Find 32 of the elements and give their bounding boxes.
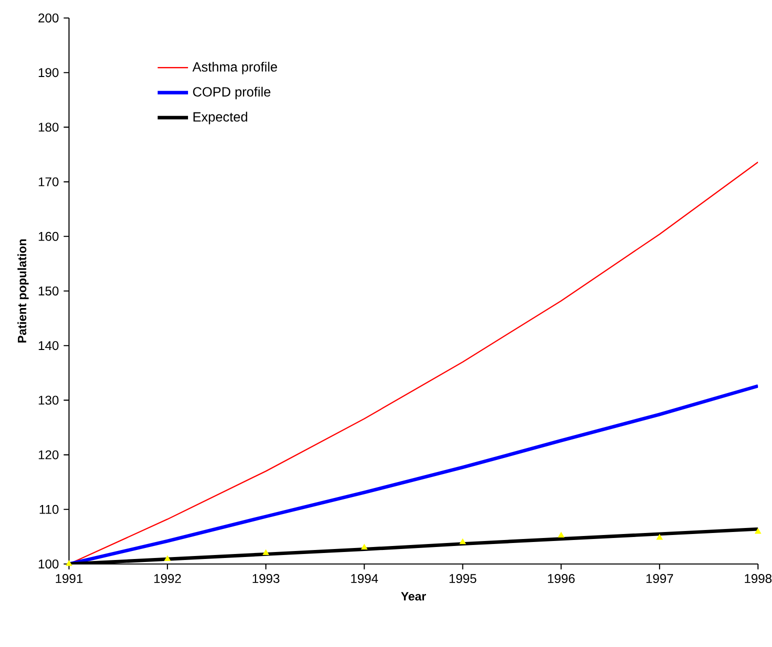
y-tick-label: 200	[38, 14, 58, 22]
x-tick-label: 1994	[351, 574, 378, 584]
y-tick-label: 120	[38, 450, 58, 460]
x-tick-label: 1998	[744, 574, 772, 584]
y-axis-title: Patient population	[17, 239, 29, 343]
y-tick-label: 150	[38, 286, 58, 296]
point	[262, 549, 270, 556]
x-tick-label: 1991	[56, 574, 82, 584]
y-tick-label: 110	[40, 504, 58, 514]
y-tick-label: 100	[38, 560, 58, 568]
legend-label: Expected	[194, 112, 248, 124]
x-tick-label: 1993	[252, 574, 280, 584]
point	[656, 534, 663, 540]
y-tick-label: 180	[38, 122, 58, 132]
legend-label: Asthma profile	[192, 62, 278, 74]
point	[460, 538, 466, 544]
point	[754, 528, 762, 534]
y-tick-label: 190	[38, 68, 58, 78]
x-tick-label: 1992	[154, 574, 181, 584]
point	[164, 555, 171, 562]
x-tick-label: 1995	[450, 574, 476, 584]
point	[361, 544, 368, 550]
y-tick-label: 170	[38, 177, 58, 186]
x-tick-label: 1996	[548, 574, 575, 584]
point	[66, 560, 72, 566]
y-tick-label: 160	[38, 232, 58, 241]
x-axis-title: Year	[401, 592, 426, 601]
x-tick-label: 1997	[646, 574, 674, 584]
legend-label: COPD profile	[193, 86, 270, 100]
y-tick-label: 130	[38, 396, 58, 405]
point	[558, 532, 564, 538]
y-tick-label: 140	[38, 341, 58, 350]
